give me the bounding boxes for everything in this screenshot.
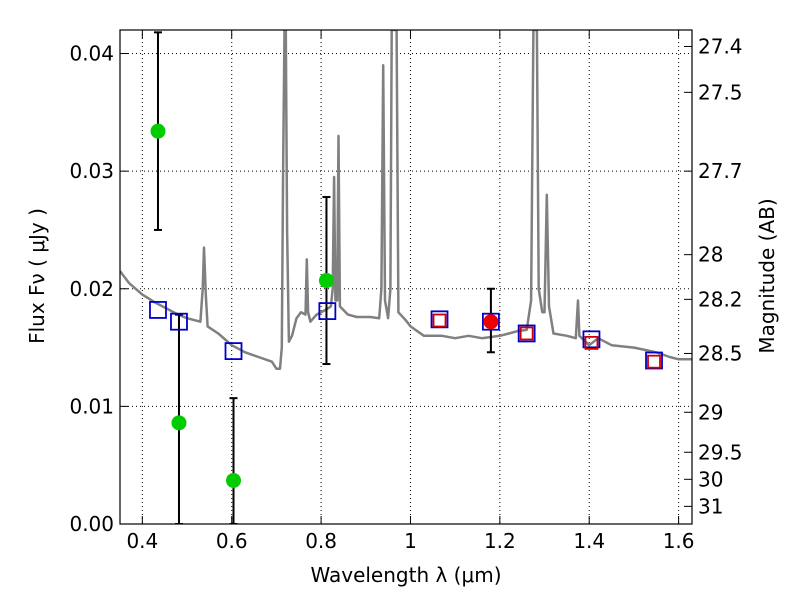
blue-square-marker <box>224 342 243 361</box>
y2-tick-label: 27.4 <box>698 34 743 58</box>
y2-axis-label: Magnitude (AB) <box>755 198 779 353</box>
x-tick-label: 1.4 <box>573 529 605 553</box>
y2-tick-label: 29.5 <box>698 440 743 464</box>
red-square-marker <box>647 354 661 369</box>
y-tick-label: 0.02 <box>69 277 114 301</box>
green-dot-marker <box>171 415 187 431</box>
model-spectrum-line <box>120 30 692 370</box>
blue-square-marker <box>170 312 188 331</box>
y-axis-label: Flux Fν ( μJy ) <box>25 208 49 344</box>
y2-tick-label: 28.2 <box>698 287 743 311</box>
y2-tick-label: 30 <box>698 467 723 491</box>
blue-square-marker <box>149 301 167 319</box>
blue-square-marker <box>482 312 500 331</box>
red-square-marker <box>519 326 534 341</box>
x-tick-label: 0.6 <box>216 529 248 553</box>
y-tick-label: 0.01 <box>69 394 114 418</box>
blue-square-marker <box>318 302 337 321</box>
y2-tick-label: 28.5 <box>698 341 743 365</box>
blue-square-marker <box>582 330 601 349</box>
y2-tick-label: 29 <box>698 400 723 424</box>
plot-frame <box>119 29 693 525</box>
y-tick-label: 0.00 <box>69 512 114 536</box>
tick-labels: 0.4 0.6 0.8 1 1.2 1.4 1.6 0.00 0.01 0.02 0.03 0.04 2… <box>69 34 742 553</box>
plot-area <box>120 30 692 524</box>
y2-tick-label: 28 <box>698 243 723 267</box>
y2-tick-label: 27.5 <box>698 80 743 104</box>
x-tick-label: 0.4 <box>126 529 158 553</box>
x-tick-label: 0.8 <box>305 529 337 553</box>
blue-square-marker <box>517 324 536 343</box>
x-tick-label: 1.6 <box>663 529 695 553</box>
x-tick-label: 1 <box>404 529 417 553</box>
red-square-marker <box>432 313 447 328</box>
green-dot-marker <box>150 123 166 139</box>
red-square-marker <box>584 335 599 350</box>
green-dot-marker <box>318 273 334 289</box>
y-tick-label: 0.04 <box>69 42 114 66</box>
green-dot-marker <box>226 472 242 488</box>
red-dot-marker <box>483 314 499 330</box>
y2-tick-label: 27.7 <box>698 159 743 183</box>
x-tick-label: 1.2 <box>484 529 516 553</box>
y2-tick-label: 31 <box>698 494 723 518</box>
x-axis-label: Wavelength λ (μm) <box>310 563 501 587</box>
y-tick-label: 0.03 <box>69 159 114 183</box>
axes <box>119 29 693 525</box>
